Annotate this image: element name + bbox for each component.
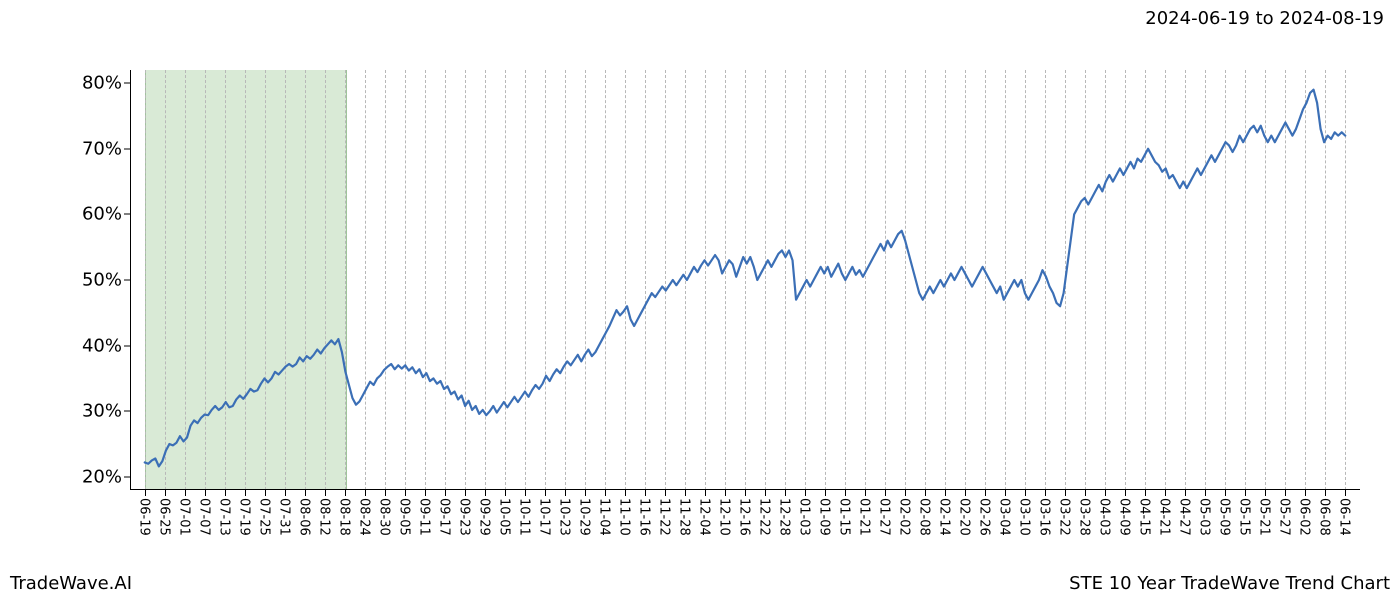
xtick-label: 09-29 bbox=[476, 490, 493, 536]
xtick-label: 08-12 bbox=[316, 490, 333, 536]
xtick-label: 11-04 bbox=[596, 490, 613, 536]
xtick-label: 04-15 bbox=[1137, 490, 1154, 536]
xtick-label: 04-21 bbox=[1157, 490, 1174, 536]
plot-border bbox=[130, 70, 1360, 490]
xtick-label: 09-05 bbox=[396, 490, 413, 536]
xtick-label: 07-19 bbox=[236, 490, 253, 536]
xtick-label: 04-09 bbox=[1117, 490, 1134, 536]
xtick-label: 06-14 bbox=[1337, 490, 1354, 536]
xtick-label: 11-16 bbox=[636, 490, 653, 536]
xtick-label: 05-09 bbox=[1217, 490, 1234, 536]
xtick-label: 02-14 bbox=[937, 490, 954, 536]
xtick-label: 12-10 bbox=[716, 490, 733, 536]
ytick-label: 60% bbox=[82, 204, 130, 225]
ytick-label: 20% bbox=[82, 466, 130, 487]
xtick-label: 08-06 bbox=[296, 490, 313, 536]
xtick-label: 05-03 bbox=[1197, 490, 1214, 536]
xtick-label: 05-21 bbox=[1257, 490, 1274, 536]
xtick-label: 11-10 bbox=[616, 490, 633, 536]
xtick-label: 06-08 bbox=[1317, 490, 1334, 536]
xtick-label: 12-22 bbox=[757, 490, 774, 536]
xtick-label: 08-24 bbox=[356, 490, 373, 536]
xtick-label: 07-01 bbox=[176, 490, 193, 536]
xtick-label: 01-09 bbox=[817, 490, 834, 536]
xtick-label: 03-28 bbox=[1077, 490, 1094, 536]
xtick-label: 11-22 bbox=[656, 490, 673, 536]
xtick-label: 05-15 bbox=[1237, 490, 1254, 536]
xtick-label: 07-13 bbox=[216, 490, 233, 536]
xtick-label: 11-28 bbox=[676, 490, 693, 536]
xtick-label: 05-27 bbox=[1277, 490, 1294, 536]
xtick-label: 03-10 bbox=[1017, 490, 1034, 536]
date-range-label: 2024-06-19 to 2024-08-19 bbox=[1145, 8, 1384, 29]
ytick-label: 70% bbox=[82, 138, 130, 159]
xtick-label: 03-16 bbox=[1037, 490, 1054, 536]
xtick-label: 02-08 bbox=[917, 490, 934, 536]
xtick-label: 10-05 bbox=[496, 490, 513, 536]
xtick-label: 08-18 bbox=[336, 490, 353, 536]
ytick-label: 40% bbox=[82, 335, 130, 356]
xtick-label: 03-22 bbox=[1057, 490, 1074, 536]
xtick-label: 02-26 bbox=[977, 490, 994, 536]
xtick-label: 01-03 bbox=[797, 490, 814, 536]
xtick-label: 09-23 bbox=[456, 490, 473, 536]
xtick-label: 06-25 bbox=[156, 490, 173, 536]
xtick-label: 08-30 bbox=[376, 490, 393, 536]
ytick-label: 50% bbox=[82, 270, 130, 291]
ytick-label: 30% bbox=[82, 401, 130, 422]
xtick-label: 04-03 bbox=[1097, 490, 1114, 536]
xtick-label: 06-19 bbox=[136, 490, 153, 536]
xtick-label: 03-04 bbox=[997, 490, 1014, 536]
xtick-label: 12-16 bbox=[737, 490, 754, 536]
xtick-label: 02-20 bbox=[957, 490, 974, 536]
xtick-label: 04-27 bbox=[1177, 490, 1194, 536]
xtick-label: 10-17 bbox=[536, 490, 553, 536]
xtick-label: 10-29 bbox=[576, 490, 593, 536]
xtick-label: 12-04 bbox=[696, 490, 713, 536]
xtick-label: 01-27 bbox=[877, 490, 894, 536]
xtick-label: 07-07 bbox=[196, 490, 213, 536]
plot-area: 20%30%40%50%60%70%80% 06-1906-2507-0107-… bbox=[130, 70, 1360, 490]
chart-container: 2024-06-19 to 2024-08-19 20%30%40%50%60%… bbox=[0, 0, 1400, 600]
xtick-label: 09-17 bbox=[436, 490, 453, 536]
xtick-label: 12-28 bbox=[777, 490, 794, 536]
xtick-label: 09-11 bbox=[416, 490, 433, 536]
xtick-label: 01-21 bbox=[857, 490, 874, 536]
xtick-label: 07-25 bbox=[256, 490, 273, 536]
footer-brand: TradeWave.AI bbox=[10, 573, 132, 594]
xtick-label: 06-02 bbox=[1297, 490, 1314, 536]
xtick-label: 07-31 bbox=[276, 490, 293, 536]
footer-title: STE 10 Year TradeWave Trend Chart bbox=[1069, 573, 1390, 594]
xtick-label: 01-15 bbox=[837, 490, 854, 536]
ytick-label: 80% bbox=[82, 73, 130, 94]
xtick-label: 10-23 bbox=[556, 490, 573, 536]
xtick-label: 10-11 bbox=[516, 490, 533, 536]
xtick-label: 02-02 bbox=[897, 490, 914, 536]
